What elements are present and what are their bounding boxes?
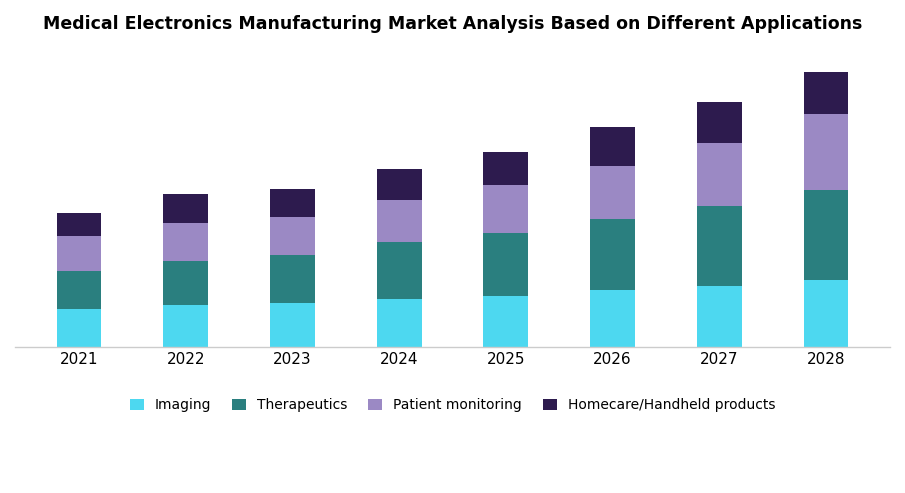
Bar bbox=[57, 271, 101, 309]
Bar bbox=[57, 236, 101, 271]
Bar bbox=[804, 72, 848, 114]
Title: Medical Electronics Manufacturing Market Analysis Based on Different Application: Medical Electronics Manufacturing Market… bbox=[43, 15, 862, 33]
Bar bbox=[163, 223, 208, 261]
Bar bbox=[804, 190, 848, 281]
Bar bbox=[57, 213, 101, 236]
Bar bbox=[376, 200, 422, 242]
Bar bbox=[483, 185, 529, 233]
Bar bbox=[270, 303, 315, 347]
Bar bbox=[163, 194, 208, 223]
Bar bbox=[590, 290, 635, 347]
Legend: Imaging, Therapeutics, Patient monitoring, Homecare/Handheld products: Imaging, Therapeutics, Patient monitorin… bbox=[124, 393, 781, 418]
Bar bbox=[483, 152, 529, 185]
Bar bbox=[270, 255, 315, 303]
Bar bbox=[483, 233, 529, 296]
Bar bbox=[163, 261, 208, 305]
Bar bbox=[804, 114, 848, 190]
Bar bbox=[697, 286, 742, 347]
Bar bbox=[57, 309, 101, 347]
Bar bbox=[590, 166, 635, 219]
Bar bbox=[697, 142, 742, 206]
Bar bbox=[163, 305, 208, 347]
Bar bbox=[697, 206, 742, 286]
Bar bbox=[590, 219, 635, 290]
Bar bbox=[376, 170, 422, 200]
Bar bbox=[483, 296, 529, 347]
Bar bbox=[270, 188, 315, 217]
Bar bbox=[590, 127, 635, 166]
Bar bbox=[270, 217, 315, 255]
Bar bbox=[376, 299, 422, 347]
Bar bbox=[804, 281, 848, 347]
Bar bbox=[376, 242, 422, 299]
Bar bbox=[697, 103, 742, 142]
